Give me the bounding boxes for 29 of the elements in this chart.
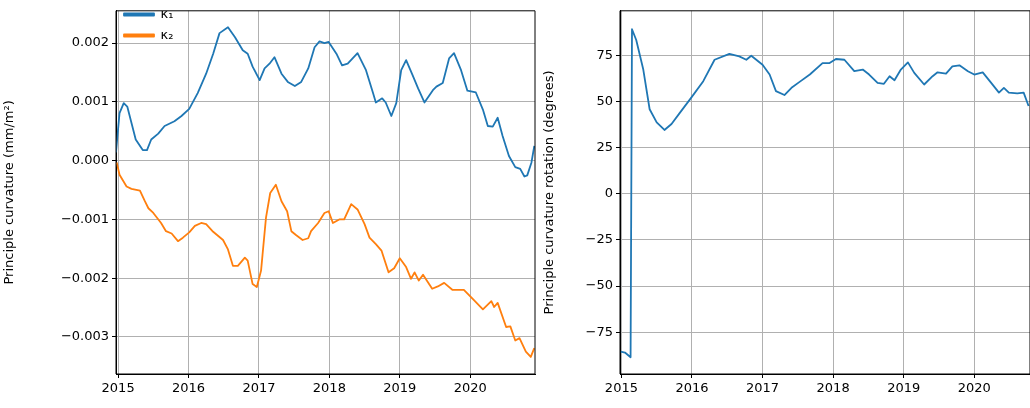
y-tick-label: 0	[604, 185, 613, 201]
x-tick-label: 2018	[816, 380, 850, 396]
y-tick-label: 0.000	[71, 152, 109, 168]
y-tick-label: 25	[596, 138, 613, 154]
x-tick-label: 2019	[383, 380, 417, 396]
legend-label: κ₁	[160, 5, 174, 21]
y-tick-label: 0.001	[71, 93, 109, 109]
y-axis-title: Principle curvature rotation (degrees)	[541, 70, 557, 315]
legend-label: κ₂	[160, 26, 174, 42]
y-tick-label: 0.002	[71, 34, 109, 50]
y-tick-label: −75	[585, 323, 613, 339]
x-tick-label: 2018	[312, 380, 346, 396]
y-tick-label: −0.001	[60, 210, 109, 226]
x-tick-label: 2019	[887, 380, 921, 396]
y-axis-title: Principle curvature (mm/m²)	[1, 100, 17, 285]
y-tick-label: 75	[596, 46, 613, 62]
y-tick-label: −25	[585, 231, 613, 247]
x-tick-label: 2015	[101, 380, 135, 396]
x-tick-label: 2020	[957, 380, 991, 396]
x-tick-label: 2016	[171, 380, 206, 396]
y-tick-label: −50	[585, 277, 613, 293]
y-tick-label: 50	[596, 92, 613, 108]
x-tick-label: 2020	[453, 380, 487, 396]
x-tick-label: 2017	[746, 380, 780, 396]
x-tick-label: 2016	[675, 380, 709, 396]
x-tick-label: 2017	[242, 380, 276, 396]
y-tick-label: −0.003	[60, 328, 109, 344]
y-tick-label: −0.002	[60, 269, 109, 285]
x-tick-label: 2015	[604, 380, 638, 396]
